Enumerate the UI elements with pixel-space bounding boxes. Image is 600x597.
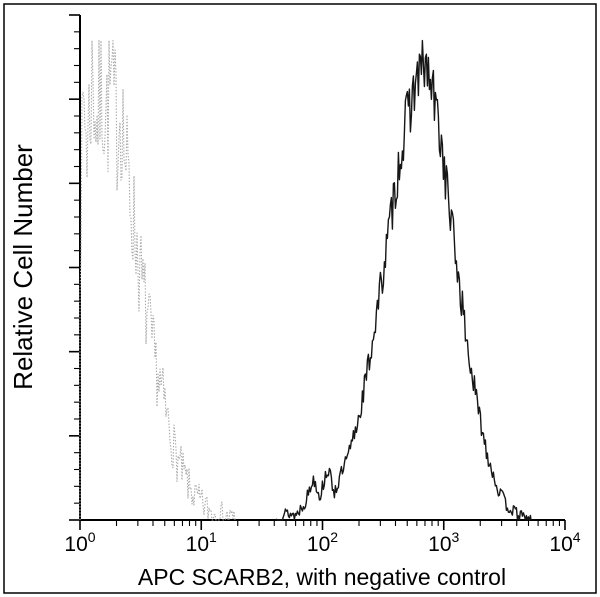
negative-control-curve xyxy=(79,40,236,521)
x-tick-exponent: 3 xyxy=(452,529,460,545)
histogram-series xyxy=(79,39,532,521)
x-tick-exponent: 2 xyxy=(330,529,338,545)
x-tick-label: 104 xyxy=(549,529,580,556)
x-axis-label: APC SCARB2, with negative control xyxy=(138,564,506,590)
x-tick-labels: 100 101 102 103 104 xyxy=(64,529,580,556)
sample-curve xyxy=(275,39,532,521)
x-tick-label: 103 xyxy=(428,529,459,556)
x-tick-label: 100 xyxy=(64,529,95,556)
y-axis-label: Relative Cell Number xyxy=(8,144,38,390)
figure-frame xyxy=(3,3,597,594)
x-tick-label: 102 xyxy=(307,529,338,556)
x-tick-label: 101 xyxy=(186,529,217,556)
axes xyxy=(69,14,566,530)
x-tick-exponent: 0 xyxy=(88,529,96,545)
x-tick-exponent: 1 xyxy=(209,529,217,545)
x-tick-exponent: 4 xyxy=(573,529,581,545)
